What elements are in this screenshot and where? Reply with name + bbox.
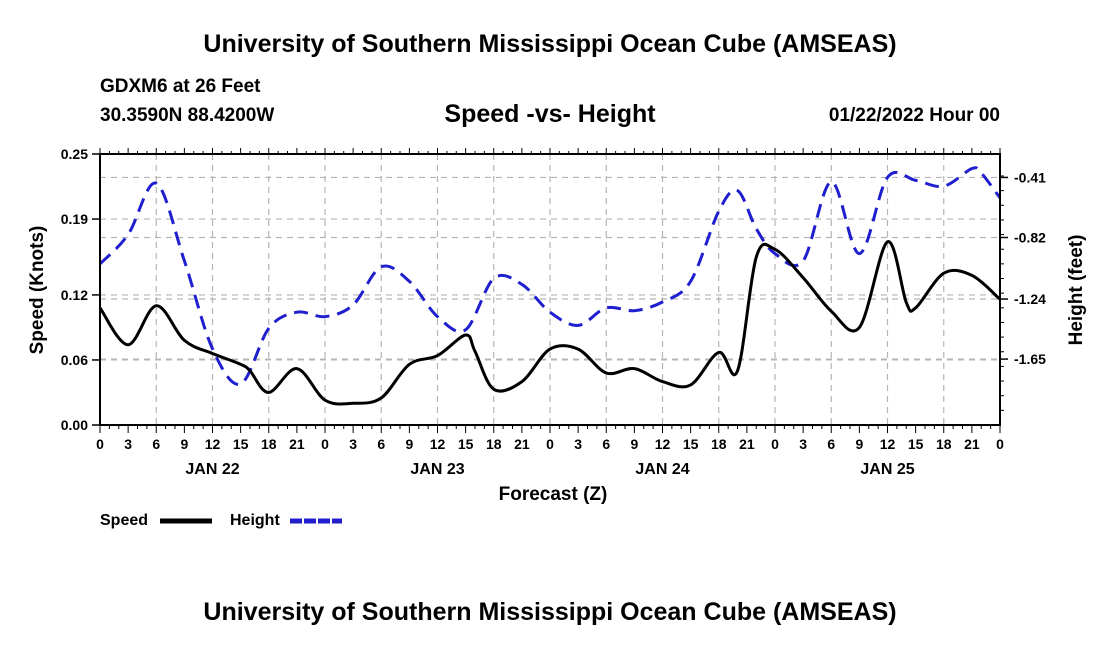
legend-height-label: Height [230,512,280,529]
day-label: JAN 24 [635,461,689,478]
y-tick-label: 0.19 [61,211,88,227]
x-tick-label: 21 [289,436,305,452]
x-tick-label: 6 [827,436,835,452]
x-tick-label: 0 [771,436,779,452]
x-tick-label: 9 [405,436,413,452]
x-tick-label: 12 [655,436,671,452]
x-tick-label: 6 [377,436,385,452]
y-tick-label: 0.12 [61,287,88,303]
x-tick-label: 3 [124,436,132,452]
y2-tick-label: -0.41 [1014,169,1046,185]
series-layer [98,166,1002,406]
y2-axis-label: Height (feet) [1066,235,1087,346]
chart-subtitle: Speed -vs- Height [444,100,656,128]
station-label: GDXM6 at 26 Feet [100,76,261,97]
x-tick-label: 18 [936,436,952,452]
x-tick-label: 6 [152,436,160,452]
x-axis-label: Forecast (Z) [499,484,608,505]
x-tick-label: 12 [205,436,221,452]
forecast-date: 01/22/2022 Hour 00 [828,105,1000,126]
x-tick-label: 15 [458,436,474,452]
x-tick-label: 6 [602,436,610,452]
x-tick-label: 0 [996,436,1004,452]
y2-tick-label: -1.65 [1014,351,1046,367]
x-tick-label: 21 [739,436,755,452]
x-tick-label: 21 [964,436,980,452]
footer-title: University of Southern Mississippi Ocean… [203,598,897,626]
x-tick-label: 0 [321,436,329,452]
x-tick-label: 0 [546,436,554,452]
x-tick-label: 9 [855,436,863,452]
y2-tick-label: -0.82 [1014,229,1046,245]
x-tick-label: 15 [908,436,924,452]
x-tick-label: 9 [180,436,188,452]
main-title: University of Southern Mississippi Ocean… [203,30,897,58]
y2-tick-label: -1.24 [1014,291,1046,307]
y-axis-label: Speed (Knots) [27,226,48,355]
x-tick-label: 9 [630,436,638,452]
x-tick-label: 21 [514,436,530,452]
x-tick-label: 18 [261,436,277,452]
coordinates-label: 30.3590N 88.4200W [100,105,275,126]
grid [100,154,1000,425]
x-tick-label: 12 [430,436,446,452]
speed-series-line [98,240,1002,406]
day-label: JAN 22 [185,461,239,478]
day-label: JAN 23 [410,461,464,478]
legend: Speed Height [100,512,342,529]
x-tick-label: 15 [233,436,249,452]
day-label: JAN 25 [860,461,914,478]
x-tick-label: 15 [683,436,699,452]
y-tick-label: 0.06 [61,352,88,368]
x-tick-label: 18 [711,436,727,452]
y-tick-label: 0.25 [61,146,88,162]
x-tick-label: 18 [486,436,502,452]
x-tick-label: 3 [799,436,807,452]
y-tick-label: 0.00 [61,417,88,433]
legend-speed-label: Speed [100,512,148,529]
x-tick-label: 0 [96,436,104,452]
x-tick-label: 3 [349,436,357,452]
x-tick-label: 3 [574,436,582,452]
x-tick-label: 12 [880,436,896,452]
axes: 0.00 0.06 0.12 0.19 0.25 -1.65 -1.24 -0.82 -0.41… [61,146,1046,478]
